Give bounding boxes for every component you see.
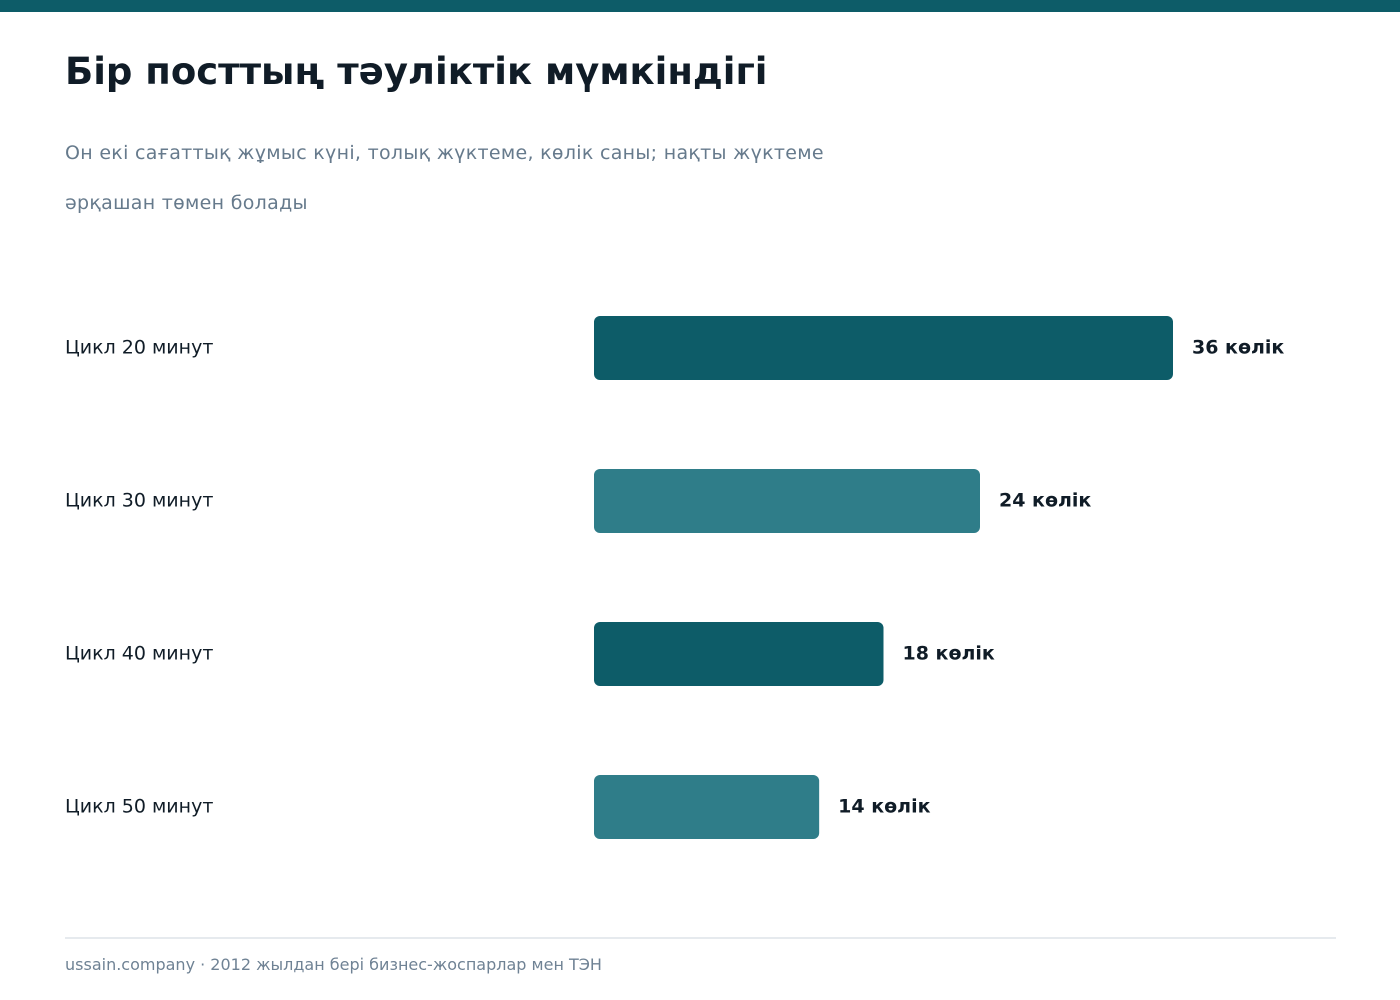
- chart-subtitle: Он екі сағаттық жұмыс күні, толық жүктем…: [65, 128, 935, 228]
- category-label: Цикл 40 минут: [65, 643, 213, 665]
- category-label: Цикл 30 минут: [65, 490, 213, 512]
- category-label: Цикл 50 минут: [65, 796, 213, 818]
- bar: [594, 316, 1173, 380]
- value-label: 36 көлік: [1192, 337, 1284, 359]
- footer-credit: ussain.company · 2012 жылдан бері бизнес…: [65, 955, 602, 974]
- category-label: Цикл 20 минут: [65, 337, 213, 359]
- footer-divider: [65, 937, 1336, 939]
- value-label: 18 көлік: [903, 643, 995, 665]
- bar: [594, 469, 980, 533]
- subtitle-line-1: Он екі сағаттық жұмыс күні, толық жүктем…: [65, 142, 824, 164]
- top-accent-bar: [0, 0, 1400, 12]
- bar-chart: Цикл 20 минут 36 көлік Цикл 30 минут 24 көл…: [65, 316, 1284, 839]
- value-label: 14 көлік: [838, 796, 930, 818]
- bar: [594, 775, 820, 839]
- subtitle-line-2: әрқашан төмен болады: [65, 192, 308, 214]
- value-label: 24 көлік: [999, 490, 1091, 512]
- bar: [594, 622, 884, 686]
- chart-title: Бір посттың тәуліктік мүмкіндігі: [65, 50, 768, 93]
